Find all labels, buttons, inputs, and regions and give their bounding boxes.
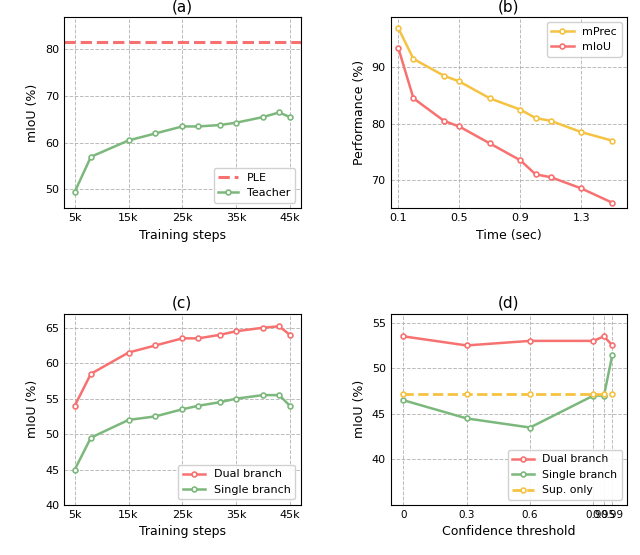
Sup. only <box>600 391 608 397</box>
Single branch <box>589 392 597 399</box>
Dual branch <box>463 342 470 349</box>
Single branch <box>216 399 224 406</box>
X-axis label: Training steps: Training steps <box>139 229 226 241</box>
Single branch <box>399 397 407 403</box>
Dual branch <box>600 333 608 340</box>
Sup. only <box>589 391 597 397</box>
Single branch <box>286 402 294 409</box>
mPrec <box>577 129 585 135</box>
Dual branch <box>152 342 159 349</box>
Legend: PLE, Teacher: PLE, Teacher <box>214 168 295 203</box>
Single branch <box>195 402 202 409</box>
Single branch <box>275 392 283 398</box>
Dual branch <box>179 335 186 342</box>
Dual branch <box>87 371 95 377</box>
Sup. only <box>463 391 470 397</box>
Line: Dual branch: Dual branch <box>401 334 615 348</box>
PLE <box>44 39 52 46</box>
Dual branch <box>125 349 132 356</box>
Teacher <box>87 154 95 160</box>
Line: Teacher: Teacher <box>72 110 292 194</box>
mPrec <box>456 78 463 85</box>
X-axis label: Confidence threshold: Confidence threshold <box>442 526 575 538</box>
mPrec <box>532 115 540 122</box>
PLE <box>44 39 52 46</box>
mPrec <box>547 118 555 124</box>
mPrec <box>516 106 524 113</box>
Single branch <box>609 351 616 358</box>
Single branch <box>125 417 132 423</box>
Single branch <box>232 395 240 402</box>
Teacher <box>259 114 267 120</box>
Dual branch <box>609 342 616 349</box>
Sup. only <box>399 391 407 397</box>
mIoU <box>394 44 402 51</box>
Sup. only <box>609 391 616 397</box>
mIoU <box>516 157 524 164</box>
Teacher <box>195 123 202 130</box>
mPrec <box>440 73 448 79</box>
mPrec <box>394 24 402 31</box>
X-axis label: Time (sec): Time (sec) <box>476 229 541 241</box>
Line: mPrec: mPrec <box>396 26 614 143</box>
mPrec <box>608 137 616 144</box>
Sup. only <box>526 391 534 397</box>
Title: (c): (c) <box>172 296 193 311</box>
mPrec <box>410 56 417 62</box>
Dual branch <box>232 328 240 335</box>
Dual branch <box>399 333 407 340</box>
mPrec <box>486 95 493 102</box>
mIoU <box>608 199 616 206</box>
Teacher <box>275 109 283 116</box>
Dual branch <box>286 331 294 338</box>
Dual branch <box>589 337 597 344</box>
X-axis label: Training steps: Training steps <box>139 526 226 538</box>
Teacher <box>216 122 224 128</box>
Line: Dual branch: Dual branch <box>72 324 292 408</box>
Y-axis label: Performance (%): Performance (%) <box>353 60 366 165</box>
Y-axis label: mIoU (%): mIoU (%) <box>26 380 40 438</box>
Y-axis label: mIoU (%): mIoU (%) <box>26 83 40 142</box>
Line: mIoU: mIoU <box>396 45 614 205</box>
Title: (a): (a) <box>172 0 193 14</box>
Y-axis label: mIoU (%): mIoU (%) <box>353 380 366 438</box>
Legend: mPrec, mIoU: mPrec, mIoU <box>547 22 621 57</box>
Single branch <box>259 392 267 398</box>
Line: Single branch: Single branch <box>401 352 615 430</box>
mIoU <box>456 123 463 130</box>
Dual branch <box>216 331 224 338</box>
mIoU <box>440 118 448 124</box>
Single branch <box>87 435 95 441</box>
Legend: Dual branch, Single branch: Dual branch, Single branch <box>178 465 295 500</box>
Dual branch <box>71 402 79 409</box>
Teacher <box>286 114 294 120</box>
Line: Single branch: Single branch <box>72 393 292 472</box>
Single branch <box>71 466 79 473</box>
Title: (b): (b) <box>498 0 520 14</box>
Single branch <box>600 392 608 399</box>
Teacher <box>125 137 132 144</box>
Dual branch <box>195 335 202 342</box>
Single branch <box>463 415 470 422</box>
Single branch <box>179 406 186 412</box>
Teacher <box>232 119 240 126</box>
Single branch <box>152 413 159 420</box>
mIoU <box>532 171 540 178</box>
Single branch <box>526 424 534 431</box>
mIoU <box>547 174 555 180</box>
Legend: Dual branch, Single branch, Sup. only: Dual branch, Single branch, Sup. only <box>508 450 622 500</box>
Teacher <box>152 130 159 137</box>
Teacher <box>179 123 186 130</box>
Dual branch <box>259 324 267 331</box>
Line: Sup. only: Sup. only <box>401 391 615 396</box>
mIoU <box>410 95 417 102</box>
Teacher <box>71 189 79 195</box>
mIoU <box>486 140 493 147</box>
Dual branch <box>275 323 283 330</box>
Dual branch <box>526 337 534 344</box>
mIoU <box>577 185 585 192</box>
Title: (d): (d) <box>498 296 520 311</box>
